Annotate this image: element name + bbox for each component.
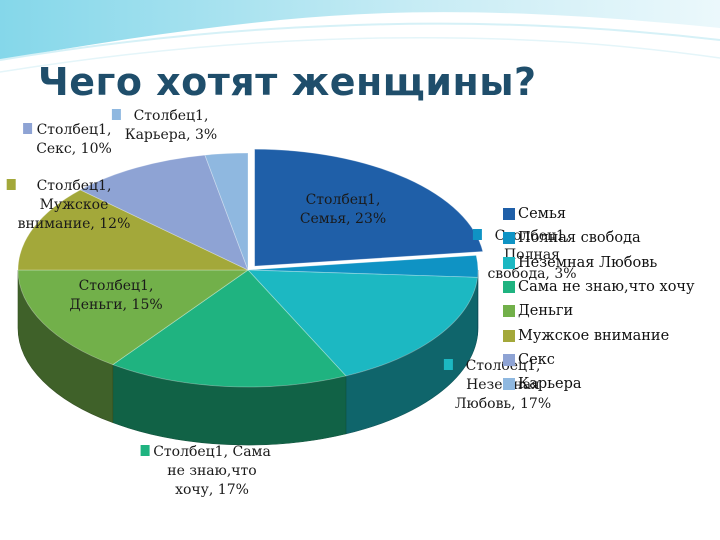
legend-item: Деньги bbox=[503, 299, 695, 323]
legend-item: Сама не знаю,что хочу bbox=[503, 275, 695, 299]
data-label-5: Столбец1, Деньги, 15% bbox=[69, 278, 162, 313]
legend-item: Секс bbox=[503, 348, 695, 372]
legend-label: Сама не знаю,что хочу bbox=[518, 279, 695, 296]
data-label-marker-4 bbox=[140, 445, 150, 456]
data-label-marker-1 bbox=[288, 193, 297, 204]
data-label-7: Столбец1, Секс, 10% bbox=[36, 122, 112, 157]
legend-label: Семья bbox=[518, 206, 566, 223]
legend-item: Карьера bbox=[503, 372, 695, 396]
legend-swatch bbox=[503, 353, 515, 366]
legend-label: Полная свобода bbox=[518, 230, 641, 247]
legend-swatch bbox=[503, 329, 515, 342]
legend-item: Неземная Любовь bbox=[503, 251, 695, 275]
legend-label: Неземная Любовь bbox=[518, 254, 658, 271]
legend-swatch bbox=[503, 305, 515, 318]
legend-swatch bbox=[503, 378, 515, 391]
data-label-marker-7 bbox=[23, 123, 33, 134]
pie-slice-5 bbox=[17, 269, 250, 366]
data-label-marker-3 bbox=[443, 359, 453, 370]
legend-swatch bbox=[503, 256, 515, 269]
pie-slice-4 bbox=[111, 269, 347, 388]
chart-legend: Семья Полная свобода Неземная Любовь Сама н… bbox=[503, 202, 695, 396]
legend-label: Мужское внимание bbox=[518, 327, 670, 344]
pie-slice-8 bbox=[204, 152, 249, 271]
data-label-2: Столбец1, Полная свобода, 3% bbox=[487, 228, 576, 282]
pie-slice-6 bbox=[17, 189, 249, 271]
legend-swatch bbox=[503, 232, 515, 245]
legend-item: Семья bbox=[503, 202, 695, 226]
legend-swatch bbox=[503, 208, 515, 221]
page-title: Чего хотят женщины? bbox=[38, 60, 537, 104]
data-label-marker-8 bbox=[111, 109, 121, 120]
legend-item: Мужское внимание bbox=[503, 323, 695, 347]
background-wave bbox=[0, 0, 720, 73]
data-label-marker-5 bbox=[56, 279, 66, 290]
legend-label: Деньги bbox=[518, 303, 574, 320]
data-label-6: Столбец1, Мужское внимание, 12% bbox=[18, 178, 131, 232]
data-label-marker-2 bbox=[472, 229, 482, 240]
data-labels: Столбец1, Семья, 23% Столбец1, Полная свобод… bbox=[6, 108, 577, 498]
legend-label: Карьера bbox=[518, 376, 582, 393]
pie-slice-2 bbox=[247, 254, 479, 278]
legend-swatch bbox=[503, 281, 515, 294]
pie-tops bbox=[17, 148, 484, 388]
data-label-marker-6 bbox=[6, 179, 16, 190]
legend-item: Полная свобода bbox=[503, 226, 695, 250]
legend-label: Секс bbox=[518, 351, 555, 368]
data-label-8: Столбец1, Карьера, 3% bbox=[125, 108, 217, 143]
data-label-1: Столбец1, Семья, 23% bbox=[300, 192, 386, 227]
pie-slice-3 bbox=[247, 269, 478, 377]
data-label-4: Столбец1, Сама не знаю,что хочу, 17% bbox=[153, 444, 271, 498]
pie-slice-7 bbox=[79, 154, 249, 271]
